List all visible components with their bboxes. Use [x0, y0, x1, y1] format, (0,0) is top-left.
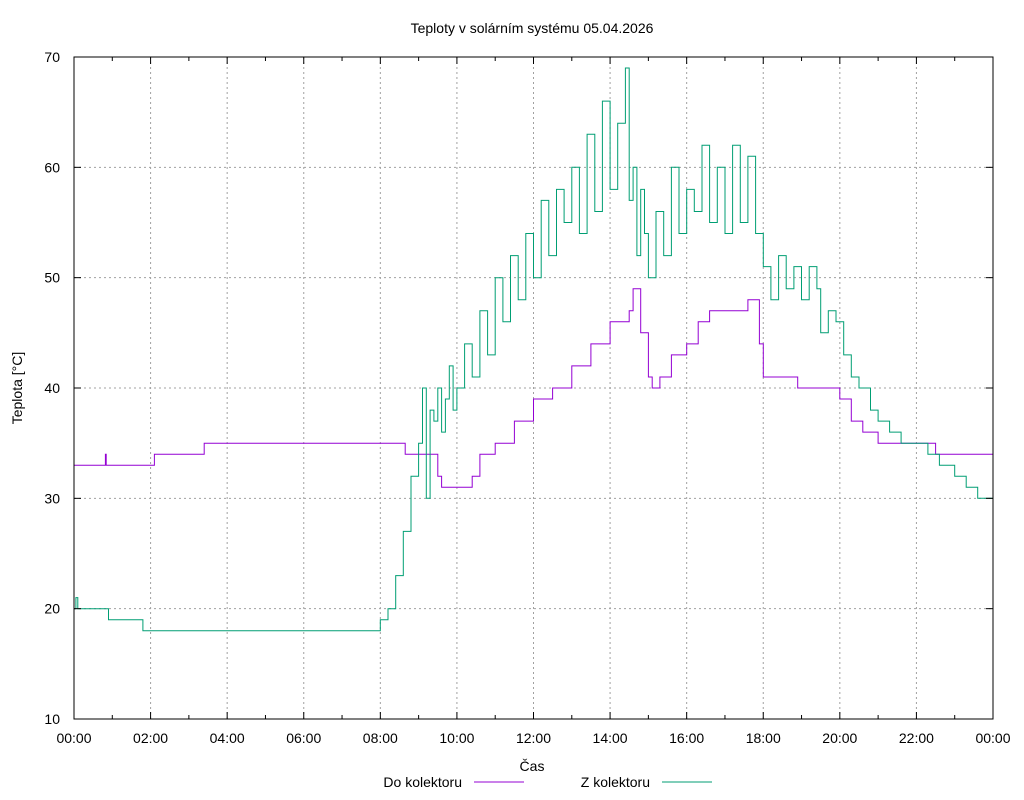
ticks: 00:00 02:00 04:00 06:00 08:00 10:00 12:00 14:00… [44, 49, 1010, 746]
y-tick-label: 70 [44, 49, 60, 65]
y-tick-label: 50 [44, 270, 60, 286]
x-tick-label: 16:00 [669, 730, 704, 746]
series-layer [74, 67, 994, 632]
x-tick-label: 00:00 [975, 730, 1010, 746]
legend-label-z-kolektoru: Z kolektoru [581, 774, 650, 790]
x-axis-label: Čas [520, 758, 545, 774]
series-line-do-kolektoru [74, 288, 993, 488]
y-tick-label: 40 [44, 380, 60, 396]
x-tick-label: 08:00 [363, 730, 398, 746]
x-tick-label: 22:00 [899, 730, 934, 746]
x-tick-label: 10:00 [439, 730, 474, 746]
y-tick-label: 30 [44, 490, 60, 506]
grid [74, 57, 993, 719]
legend-label-do-kolektoru: Do kolektoru [383, 774, 462, 790]
x-tick-label: 18:00 [746, 730, 781, 746]
x-tick-label: 02:00 [133, 730, 168, 746]
x-tick-label: 00:00 [56, 730, 91, 746]
x-tick-label: 04:00 [210, 730, 245, 746]
x-tick-label: 06:00 [286, 730, 321, 746]
y-tick-label: 60 [44, 159, 60, 175]
chart-title: Teploty v solárním systému 05.04.2026 [411, 20, 654, 36]
legend: Do kolektoru Z kolektoru [383, 774, 712, 790]
series-line-z-kolektoru [74, 67, 994, 632]
y-tick-label: 20 [44, 601, 60, 617]
y-tick-label: 10 [44, 711, 60, 727]
x-tick-label: 20:00 [822, 730, 857, 746]
y-axis-label: Teplota [°C] [9, 352, 25, 425]
x-tick-label: 12:00 [516, 730, 551, 746]
x-tick-label: 14:00 [593, 730, 628, 746]
